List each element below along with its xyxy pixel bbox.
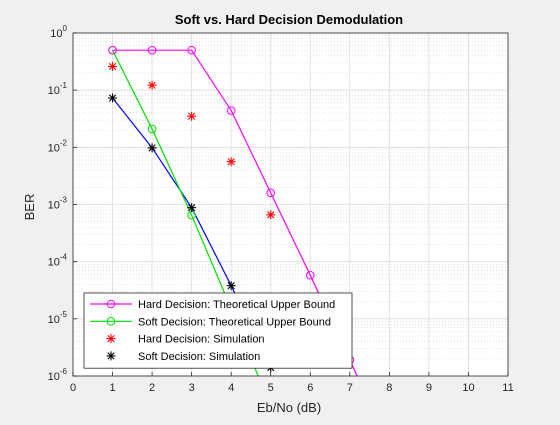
data-point — [147, 124, 157, 134]
data-point — [305, 270, 315, 280]
data-point — [226, 157, 236, 167]
y-tick-label: 10-6 — [48, 367, 68, 383]
asterisk-stroke — [227, 282, 235, 290]
legend-entry: Hard Decision: Simulation — [106, 334, 265, 346]
legend-label: Soft Decision: Theoretical Upper Bound — [138, 316, 331, 328]
x-tick-label: 9 — [426, 382, 432, 394]
legend-box — [83, 292, 353, 369]
data-point — [147, 80, 157, 90]
x-tick-label: 1 — [109, 382, 115, 394]
asterisk-stroke — [227, 158, 235, 166]
x-tick-label: 8 — [386, 382, 392, 394]
data-point — [108, 61, 118, 71]
legend-marker — [106, 299, 116, 309]
x-tick-label: 5 — [268, 382, 274, 394]
legend-marker — [106, 317, 116, 326]
x-tick-label: 7 — [347, 382, 353, 394]
asterisk-stroke — [107, 334, 115, 343]
y-tick-label: 10-2 — [48, 138, 68, 154]
y-tick-label: 10-4 — [48, 253, 68, 269]
data-point — [266, 210, 276, 220]
asterisk-stroke — [188, 204, 196, 212]
legend-marker — [106, 351, 116, 361]
x-tick-label: 10 — [462, 382, 474, 394]
legend-marker — [106, 334, 116, 344]
legend-entry: Soft Decision: Simulation — [106, 351, 260, 363]
data-point — [147, 45, 157, 55]
legend: Hard Decision: Theoretical Upper Bound So… — [83, 292, 353, 369]
x-tick-label: 4 — [228, 382, 234, 394]
data-point — [266, 188, 276, 198]
y-axis-label: BER — [22, 194, 37, 221]
y-tick-label: 10-5 — [48, 310, 68, 326]
data-point — [226, 106, 236, 115]
asterisk-stroke — [148, 81, 156, 89]
x-tick-label: 6 — [307, 382, 313, 394]
x-tick-label: 2 — [149, 382, 155, 394]
y-tick-label: 10-1 — [48, 81, 68, 97]
legend-entry: Hard Decision: Theoretical Upper Bound — [90, 299, 335, 311]
legend-entry: Soft Decision: Theoretical Upper Bound — [90, 316, 331, 328]
legend-label: Hard Decision: Simulation — [138, 334, 265, 346]
asterisk-stroke — [148, 144, 156, 152]
asterisk-stroke — [108, 62, 117, 71]
y-tick-label: 10-3 — [48, 196, 68, 212]
data-point — [226, 281, 236, 291]
data-point — [108, 93, 118, 103]
tick-layer: 0 1 2 3 4 5 6 7 8 9 10 11 100 10-1 10-2 10-3 10-4 10-5 10-… — [48, 24, 514, 394]
data-point — [187, 111, 197, 121]
asterisk-stroke — [267, 211, 275, 219]
x-tick-label: 0 — [70, 382, 76, 394]
asterisk-stroke — [188, 112, 196, 120]
x-tick-label: 3 — [189, 382, 195, 394]
x-tick-label: 11 — [502, 382, 513, 394]
asterisk-stroke — [107, 352, 115, 360]
chart-title: Soft vs. Hard Decision Demodulation — [175, 12, 403, 27]
data-point — [187, 203, 197, 213]
legend-label: Soft Decision: Simulation — [138, 351, 260, 363]
legend-label: Hard Decision: Theoretical Upper Bound — [138, 299, 335, 311]
data-point — [108, 45, 117, 55]
x-axis-label: Eb/No (dB) — [257, 400, 321, 415]
data-point — [147, 143, 157, 153]
asterisk-stroke — [108, 94, 117, 102]
data-point — [187, 45, 196, 55]
y-tick-label: 100 — [50, 24, 67, 40]
